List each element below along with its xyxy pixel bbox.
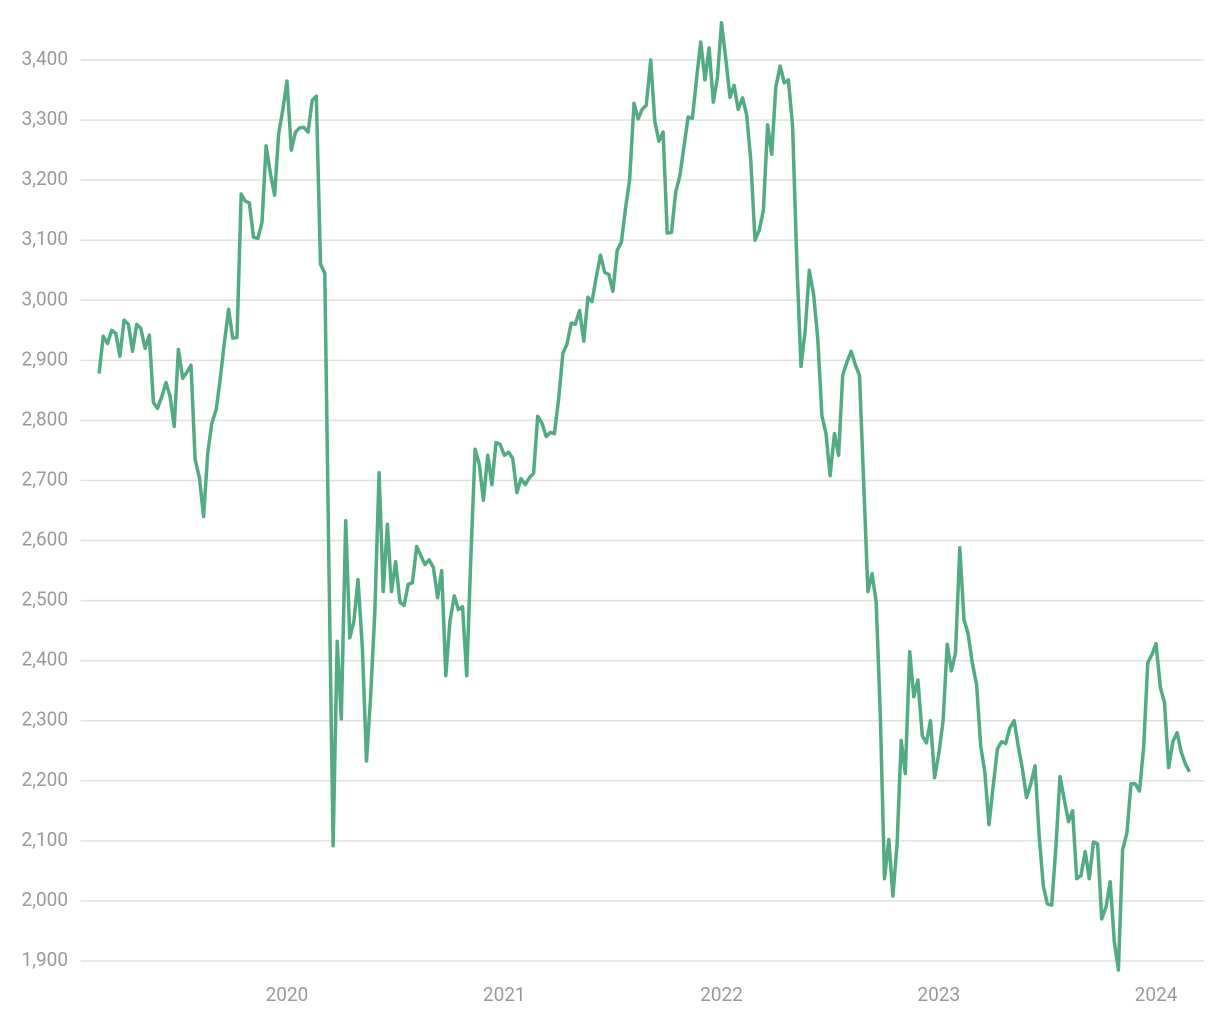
- y-tick-label: 2,300: [22, 708, 68, 731]
- data-line: [97, 21, 1192, 972]
- y-tick-label: 2,500: [22, 588, 68, 611]
- x-tick-label: 2022: [700, 983, 743, 1006]
- y-tick-label: 2,100: [22, 828, 68, 851]
- y-tick-label: 3,300: [22, 107, 68, 130]
- y-tick-label: 2,200: [22, 768, 68, 791]
- y-tick-label: 3,200: [22, 167, 68, 190]
- y-tick-label: 3,100: [22, 227, 68, 250]
- y-tick-label: 2,900: [22, 347, 68, 370]
- y-tick-label: 2,400: [22, 648, 68, 671]
- y-tick-label: 3,400: [22, 47, 68, 70]
- x-tick-label: 2021: [483, 983, 526, 1006]
- x-tick-label: 2023: [917, 983, 960, 1006]
- y-tick-label: 3,000: [22, 287, 68, 310]
- x-tick-label: 2020: [266, 983, 309, 1006]
- y-tick-label: 1,900: [22, 948, 68, 971]
- y-tick-label: 2,800: [22, 407, 68, 430]
- y-tick-label: 2,000: [22, 888, 68, 911]
- y-tick-label: 2,700: [22, 467, 68, 490]
- y-tick-label: 2,600: [22, 528, 68, 551]
- x-tick-label: 2024: [1135, 983, 1178, 1006]
